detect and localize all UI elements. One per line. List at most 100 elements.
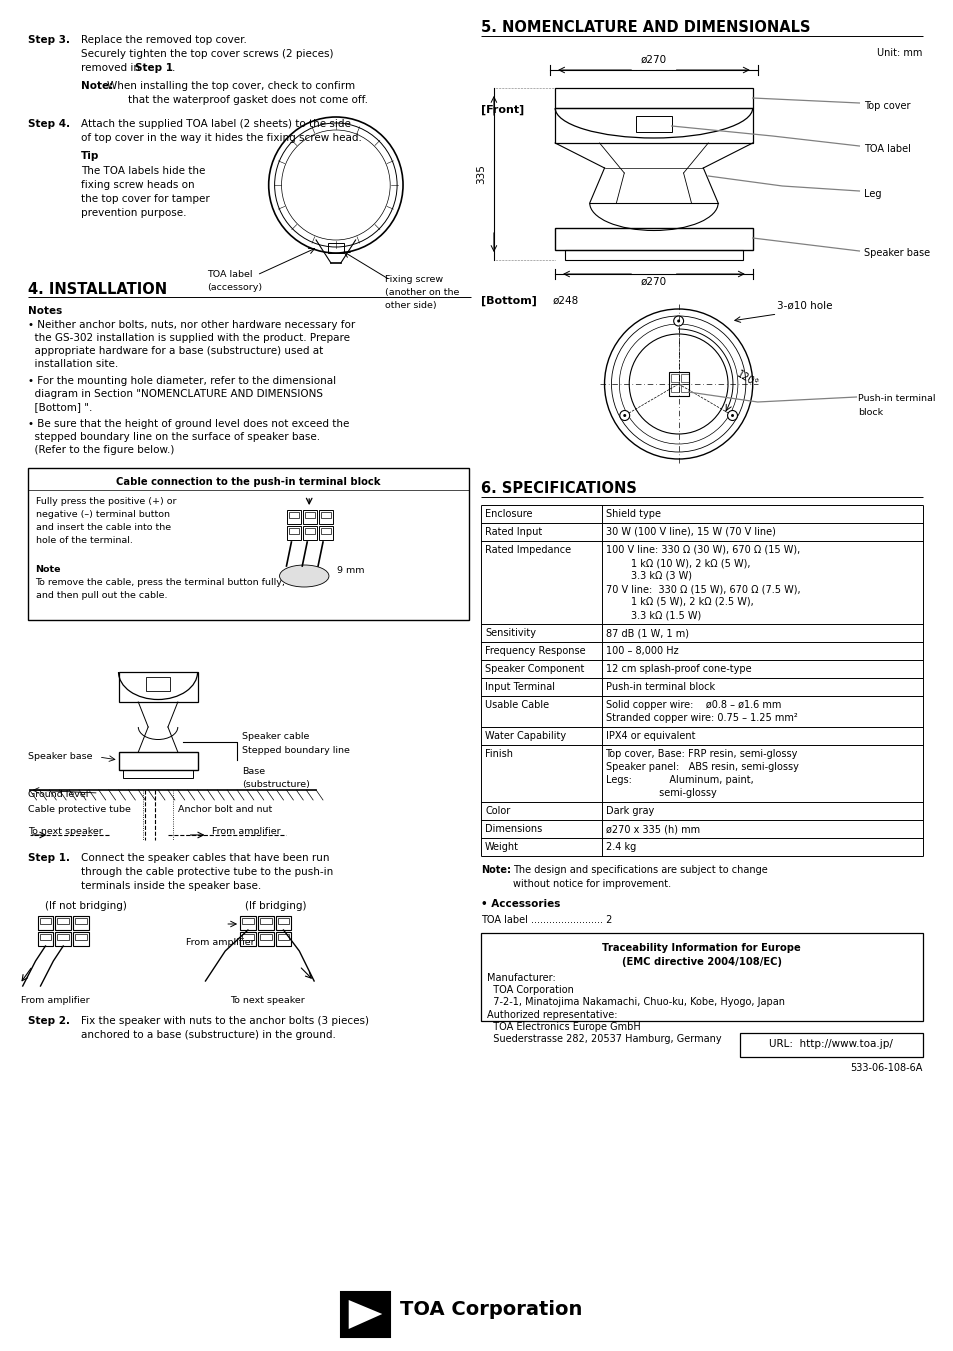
- Text: installation site.: installation site.: [28, 359, 118, 369]
- Text: Push-in terminal: Push-in terminal: [858, 394, 935, 403]
- Text: Fixing screw: Fixing screw: [385, 276, 443, 284]
- Bar: [55, 932, 71, 946]
- Text: Input Terminal: Input Terminal: [484, 682, 555, 692]
- Text: Legs:            Aluminum, paint,: Legs: Aluminum, paint,: [605, 775, 753, 785]
- Bar: [555, 88, 752, 108]
- Bar: [679, 374, 688, 382]
- Text: TOA Corporation: TOA Corporation: [399, 1300, 582, 1319]
- Text: From amplifier: From amplifier: [186, 938, 254, 947]
- Bar: [275, 916, 291, 929]
- Bar: [57, 934, 69, 940]
- Bar: [555, 228, 752, 250]
- Bar: [555, 108, 752, 143]
- Text: Step 2.: Step 2.: [28, 1016, 70, 1025]
- Text: 70 V line:  330 Ω (15 W), 670 Ω (7.5 W),: 70 V line: 330 Ω (15 W), 670 Ω (7.5 W),: [605, 584, 800, 594]
- Text: Stepped boundary line: Stepped boundary line: [242, 746, 350, 755]
- Text: Note:: Note:: [480, 865, 511, 875]
- Text: through the cable protective tube to the push-in: through the cable protective tube to the…: [81, 867, 333, 877]
- Text: • Neither anchor bolts, nuts, nor other hardware necessary for: • Neither anchor bolts, nuts, nor other …: [28, 320, 355, 330]
- Text: 3.3 kΩ (1.5 W): 3.3 kΩ (1.5 W): [605, 611, 700, 620]
- Text: 12 cm splash-proof cone-type: 12 cm splash-proof cone-type: [605, 663, 750, 674]
- Text: and insert the cable into the: and insert the cable into the: [35, 523, 171, 532]
- Text: anchored to a base (substructure) in the ground.: anchored to a base (substructure) in the…: [81, 1029, 335, 1040]
- Text: 9 mm: 9 mm: [336, 566, 364, 576]
- Circle shape: [673, 316, 683, 326]
- Bar: [75, 934, 87, 940]
- Text: Push-in terminal block: Push-in terminal block: [605, 682, 714, 692]
- Text: 5. NOMENCLATURE AND DIMENSIONALS: 5. NOMENCLATURE AND DIMENSIONALS: [480, 20, 810, 35]
- Text: stepped boundary line on the surface of speaker base.: stepped boundary line on the surface of …: [28, 432, 319, 442]
- Text: fixing screw heads on: fixing screw heads on: [81, 180, 194, 190]
- Text: Sensitivity: Sensitivity: [484, 628, 536, 638]
- Bar: [240, 916, 255, 929]
- Text: diagram in Section "NOMENCLATURE AND DIMENSIONS: diagram in Section "NOMENCLATURE AND DIM…: [28, 389, 322, 399]
- Bar: [73, 932, 89, 946]
- Bar: [340, 1292, 390, 1337]
- Bar: [289, 512, 299, 517]
- Text: URL:  http://www.toa.jp/: URL: http://www.toa.jp/: [768, 1039, 892, 1048]
- Text: appropriate hardware for a base (substructure) used at: appropriate hardware for a base (substru…: [28, 346, 322, 357]
- Bar: [39, 934, 51, 940]
- Text: TOA Electronics Europe GmbH: TOA Electronics Europe GmbH: [486, 1021, 640, 1032]
- Text: terminals inside the speaker base.: terminals inside the speaker base.: [81, 881, 261, 892]
- Text: TOA Corporation: TOA Corporation: [486, 985, 574, 994]
- Bar: [318, 509, 333, 524]
- Text: Enclosure: Enclosure: [484, 509, 532, 519]
- Text: From amplifier: From amplifier: [213, 827, 281, 836]
- Bar: [75, 917, 87, 924]
- Text: hole of the terminal.: hole of the terminal.: [35, 536, 132, 544]
- Bar: [564, 250, 742, 259]
- Ellipse shape: [279, 565, 329, 586]
- Text: Step 1: Step 1: [135, 63, 173, 73]
- Bar: [28, 467, 469, 620]
- Text: Speaker cable: Speaker cable: [242, 732, 309, 740]
- Text: IPX4 or equivalent: IPX4 or equivalent: [605, 731, 695, 740]
- Text: TOA label: TOA label: [207, 270, 253, 280]
- Text: Securely tighten the top cover screws (2 pieces): Securely tighten the top cover screws (2…: [81, 49, 334, 59]
- Text: semi-glossy: semi-glossy: [605, 788, 716, 798]
- Text: 1 kΩ (5 W), 2 kΩ (2.5 W),: 1 kΩ (5 W), 2 kΩ (2.5 W),: [605, 597, 753, 607]
- Text: 100 – 8,000 Hz: 100 – 8,000 Hz: [605, 646, 678, 657]
- Text: [Front]: [Front]: [480, 105, 524, 115]
- Text: ø270: ø270: [640, 277, 666, 286]
- Text: ø270 x 335 (h) mm: ø270 x 335 (h) mm: [605, 824, 699, 834]
- Text: Cable protective tube: Cable protective tube: [28, 805, 131, 815]
- Bar: [118, 753, 197, 770]
- Text: Traceability Information for Europe: Traceability Information for Europe: [602, 943, 801, 952]
- Text: Anchor bolt and nut: Anchor bolt and nut: [177, 805, 272, 815]
- Text: the top cover for tamper: the top cover for tamper: [81, 195, 210, 204]
- Text: Unit: mm: Unit: mm: [877, 49, 922, 58]
- Text: The TOA labels hide the: The TOA labels hide the: [81, 166, 205, 176]
- Bar: [242, 917, 253, 924]
- Bar: [242, 934, 253, 940]
- Text: 335: 335: [476, 163, 485, 184]
- Text: (If not bridging): (If not bridging): [46, 901, 127, 911]
- Text: Cable connection to the push-in terminal block: Cable connection to the push-in terminal…: [116, 477, 380, 486]
- Bar: [287, 526, 301, 540]
- Bar: [37, 932, 53, 946]
- Text: Rated Impedance: Rated Impedance: [484, 544, 571, 555]
- Text: 1 kΩ (10 W), 2 kΩ (5 W),: 1 kΩ (10 W), 2 kΩ (5 W),: [605, 558, 749, 567]
- Text: Rated Input: Rated Input: [484, 527, 541, 536]
- Text: Base: Base: [242, 767, 265, 775]
- Text: TOA label: TOA label: [863, 145, 910, 154]
- Text: Color: Color: [484, 807, 510, 816]
- Text: Note: Note: [35, 565, 61, 574]
- Bar: [289, 528, 299, 534]
- Text: The design and specifications are subject to change: The design and specifications are subjec…: [512, 865, 766, 875]
- Text: [Bottom]: [Bottom]: [480, 296, 537, 307]
- Bar: [318, 526, 333, 540]
- Bar: [39, 917, 51, 924]
- Bar: [123, 770, 193, 778]
- Text: (accessory): (accessory): [207, 282, 262, 292]
- Text: block: block: [858, 408, 882, 417]
- Text: 120°: 120°: [734, 369, 760, 389]
- Text: Suederstrasse 282, 20537 Hamburg, Germany: Suederstrasse 282, 20537 Hamburg, German…: [486, 1034, 720, 1044]
- Bar: [118, 671, 197, 703]
- Bar: [277, 917, 289, 924]
- Text: prevention purpose.: prevention purpose.: [81, 208, 186, 218]
- Bar: [305, 528, 314, 534]
- Text: .: .: [172, 63, 175, 73]
- Bar: [679, 384, 688, 392]
- Text: Speaker base: Speaker base: [28, 753, 92, 761]
